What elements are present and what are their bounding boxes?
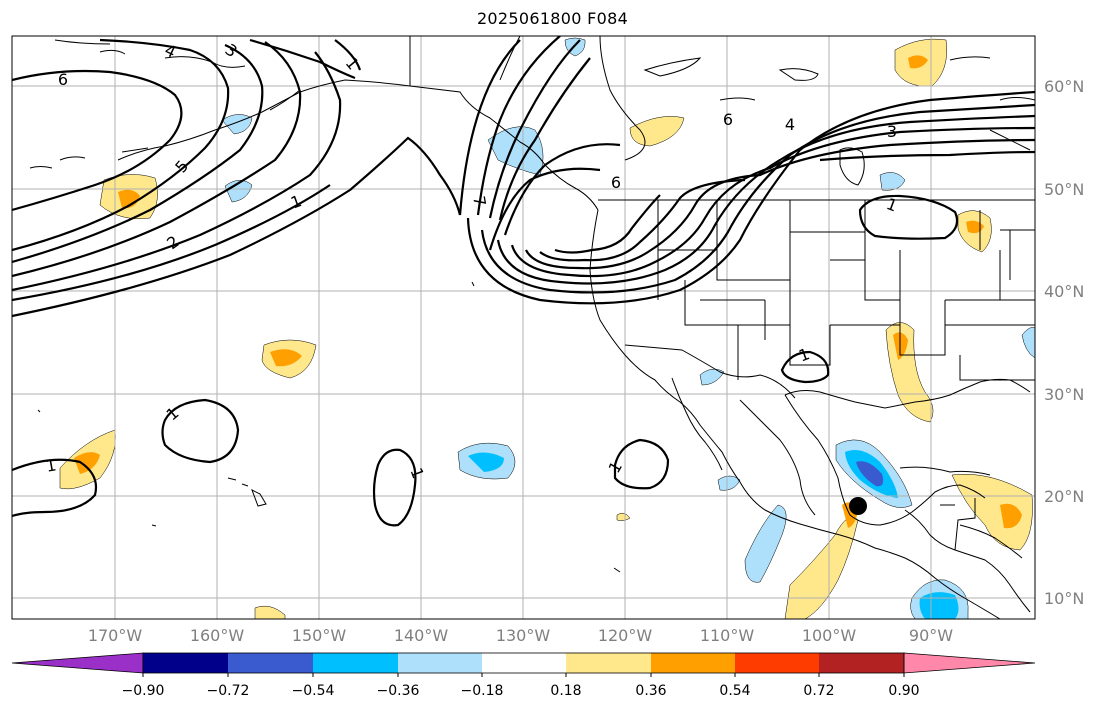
contour-label: 3: [887, 122, 897, 141]
contour-label: 7: [469, 194, 489, 207]
colorbar-segment: [735, 653, 819, 673]
colorbar-tick-label: −0.54: [291, 683, 335, 699]
colorbar-segment: [566, 653, 651, 673]
location-marker: [849, 497, 867, 515]
graticule: [12, 36, 1035, 619]
colorbar-tick-label: −0.18: [460, 683, 504, 699]
map-plot-area: 6 4 3 1 5 1 2 6 4 3 6 7 1 1 1 1 1 1: [12, 36, 1035, 619]
contour-label: 1: [44, 455, 57, 475]
colorbar-segment: [651, 653, 735, 673]
colorbar-tick-label: −0.36: [376, 683, 420, 699]
colorbar-segment: [228, 653, 313, 673]
colorbar-tick-label: −0.90: [121, 683, 165, 699]
colorbar-tick-label: 0.18: [550, 683, 582, 699]
latitude-label: 30°N: [1044, 385, 1085, 404]
longitude-label: 90°W: [908, 626, 954, 645]
map-title: 2025061800 F084: [476, 9, 629, 28]
longitude-label: 140°W: [393, 626, 449, 645]
colorbar-tick-label: 0.72: [803, 683, 835, 699]
colorbar-tick-label: 0.36: [635, 683, 667, 699]
colorbar-segment: [143, 653, 228, 673]
contour-label: 6: [611, 173, 621, 192]
contour-label: 4: [785, 115, 795, 134]
longitude-label: 100°W: [801, 626, 857, 645]
colorbar-extend-low: [11, 652, 144, 674]
latitude-label: 40°N: [1044, 282, 1085, 301]
latitude-label: 10°N: [1044, 589, 1085, 608]
contour-label: 6: [723, 110, 733, 129]
longitude-label: 110°W: [699, 626, 755, 645]
colorbar: [11, 652, 1036, 677]
longitude-label: 170°W: [87, 626, 143, 645]
contour-label: 6: [58, 70, 68, 89]
contours: [12, 36, 1035, 527]
colorbar-tick-label: −0.72: [206, 683, 250, 699]
latitude-label: 50°N: [1044, 180, 1085, 199]
longitude-label: 120°W: [597, 626, 653, 645]
anomaly-shading: [59, 37, 1035, 619]
colorbar-tick-label: 0.90: [888, 683, 920, 699]
map-frame: [11, 35, 1036, 620]
colorbar-segment: [398, 653, 482, 673]
latitude-label: 60°N: [1044, 77, 1085, 96]
colorbar-segment: [482, 653, 566, 673]
longitude-label: 150°W: [291, 626, 347, 645]
colorbar-segment: [819, 653, 904, 673]
longitude-label: 160°W: [189, 626, 245, 645]
latitude-label: 20°N: [1044, 487, 1085, 506]
longitude-label: 130°W: [495, 626, 551, 645]
colorbar-segment: [313, 653, 398, 673]
colorbar-extend-high: [903, 652, 1036, 674]
colorbar-tick-label: 0.54: [719, 683, 751, 699]
